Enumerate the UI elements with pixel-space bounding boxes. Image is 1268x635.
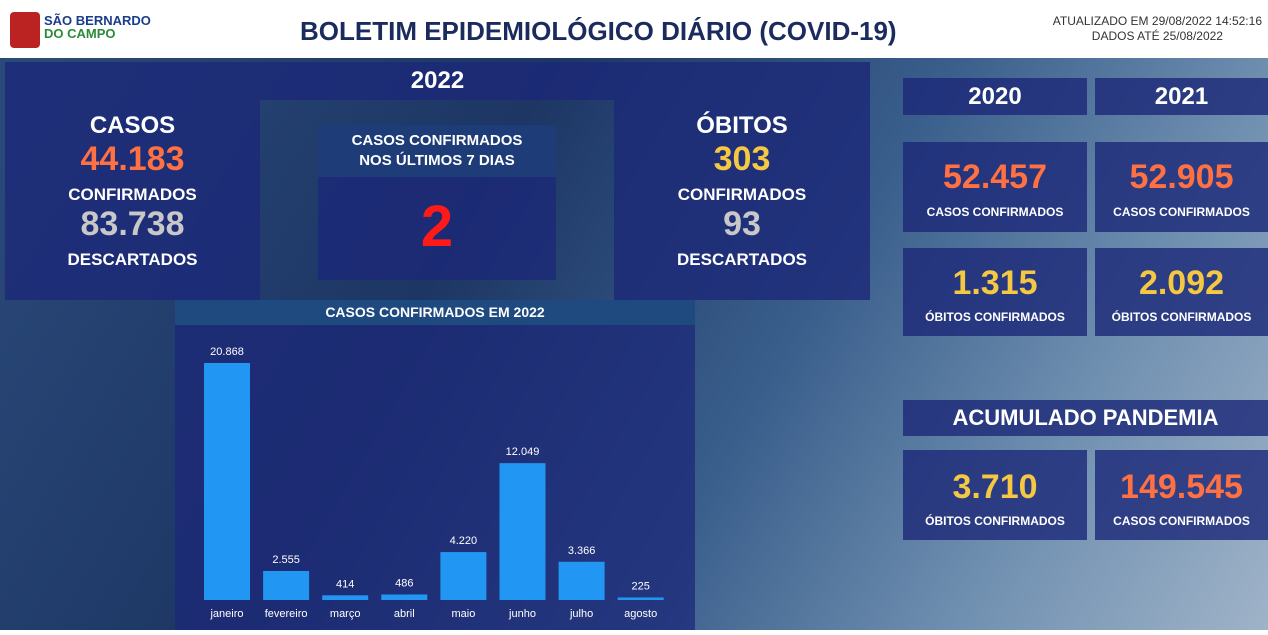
label: CASOS CONFIRMADOS	[351, 132, 523, 149]
year-header: 2020	[903, 78, 1087, 115]
x-tick-label: junho	[508, 608, 536, 620]
discarded-value: 83.738	[80, 205, 185, 243]
card	[903, 248, 1087, 336]
bar	[440, 552, 487, 600]
panel-title: CASOS	[89, 112, 176, 139]
confirmed-value: 44.183	[80, 140, 185, 178]
label: ÓBITOS CONFIRMADOS	[1111, 310, 1252, 324]
updated: ATUALIZADO EM 29/08/2022 14:52:16	[1052, 14, 1262, 28]
data-until: DADOS ATÉ 25/08/2022	[1091, 29, 1223, 43]
data-label: 414	[336, 578, 354, 590]
x-tick-label: maio	[451, 608, 475, 620]
confirmed-value: 303	[713, 140, 771, 178]
label: DESCARTADOS	[67, 250, 198, 269]
card	[1095, 142, 1268, 232]
card	[903, 142, 1087, 232]
x-tick-label: março	[330, 608, 361, 620]
logo-line: DO CAMPO	[44, 26, 116, 41]
cases-panel: CASOS 44.183 CONFIRMADOS 83.738 DESCARTA…	[5, 100, 260, 300]
cases-value: 149.545	[1120, 468, 1243, 506]
data-label: 12.049	[506, 446, 540, 458]
label: ÓBITOS CONFIRMADOS	[925, 310, 1065, 324]
deaths-value: 1.315	[952, 264, 1038, 302]
data-label: 2.555	[272, 554, 300, 566]
x-tick-label: janeiro	[209, 608, 243, 620]
card	[1095, 248, 1268, 336]
bar	[381, 594, 428, 600]
discarded-value: 93	[723, 205, 761, 243]
bar	[322, 595, 369, 600]
data-label: 225	[632, 580, 650, 592]
data-label: 20.868	[210, 346, 244, 358]
label: ÓBITOS CONFIRMADOS	[925, 514, 1065, 528]
label: NOS ÚLTIMOS 7 DIAS	[359, 152, 515, 169]
year-header: 2022	[5, 62, 870, 100]
label: CASOS CONFIRMADOS	[1113, 514, 1250, 528]
chart: 20.868 janeiro 2.555 fevereiro 414 março 486 ab…	[204, 346, 664, 620]
last7-panel: CASOS CONFIRMADOS NOS ÚLTIMOS 7 DIAS 2	[318, 125, 556, 280]
card	[903, 450, 1087, 540]
bar	[263, 570, 310, 600]
deaths-panel: ÓBITOS 303 CONFIRMADOS 93 DESCARTADOS	[614, 100, 870, 300]
data-label: 4.220	[450, 535, 478, 547]
bar	[499, 463, 546, 600]
deaths-value: 3.710	[952, 468, 1038, 506]
update-info: ATUALIZADO EM 29/08/2022 14:52:16 DADOS A…	[1053, 14, 1262, 44]
label: CONFIRMADOS	[68, 185, 197, 204]
accumulated-title: ACUMULADO PANDEMIA	[903, 400, 1268, 436]
logo-line: SÃO BERNARDO	[44, 13, 151, 28]
x-tick-label: fevereiro	[265, 608, 308, 620]
last7-value: 2	[420, 194, 454, 259]
x-tick-label: agosto	[624, 608, 657, 620]
x-tick-label: abril	[394, 608, 415, 620]
x-tick-label: julho	[569, 608, 593, 620]
data-label: 486	[395, 577, 413, 589]
cases-value: 52.905	[1129, 158, 1234, 196]
label: CASOS CONFIRMADOS	[1113, 205, 1250, 219]
bar	[617, 597, 664, 600]
chart-title: CASOS CONFIRMADOS EM 2022	[175, 300, 695, 325]
label: CASOS CONFIRMADOS	[926, 205, 1064, 219]
logo-emblem	[10, 12, 40, 48]
bar	[204, 363, 250, 600]
logo-text: SÃO BERNARDO DO CAMPO	[44, 14, 151, 40]
cases-value: 52.457	[943, 158, 1047, 196]
chart-panel: CASOS CONFIRMADOS EM 2022 20.868 janeiro 2…	[175, 300, 695, 630]
year-header: 2021	[1095, 78, 1268, 115]
bar	[558, 561, 605, 600]
label: DESCARTADOS	[676, 250, 808, 269]
data-label: 3.366	[568, 545, 596, 557]
card	[1095, 450, 1268, 540]
deaths-value: 2.092	[1138, 264, 1225, 302]
label: CONFIRMADOS	[677, 185, 807, 204]
title: BOLETIM EPIDEMIOLÓGICO DIÁRIO (COVID-19)	[300, 16, 897, 46]
panel-title: ÓBITOS	[696, 112, 788, 139]
